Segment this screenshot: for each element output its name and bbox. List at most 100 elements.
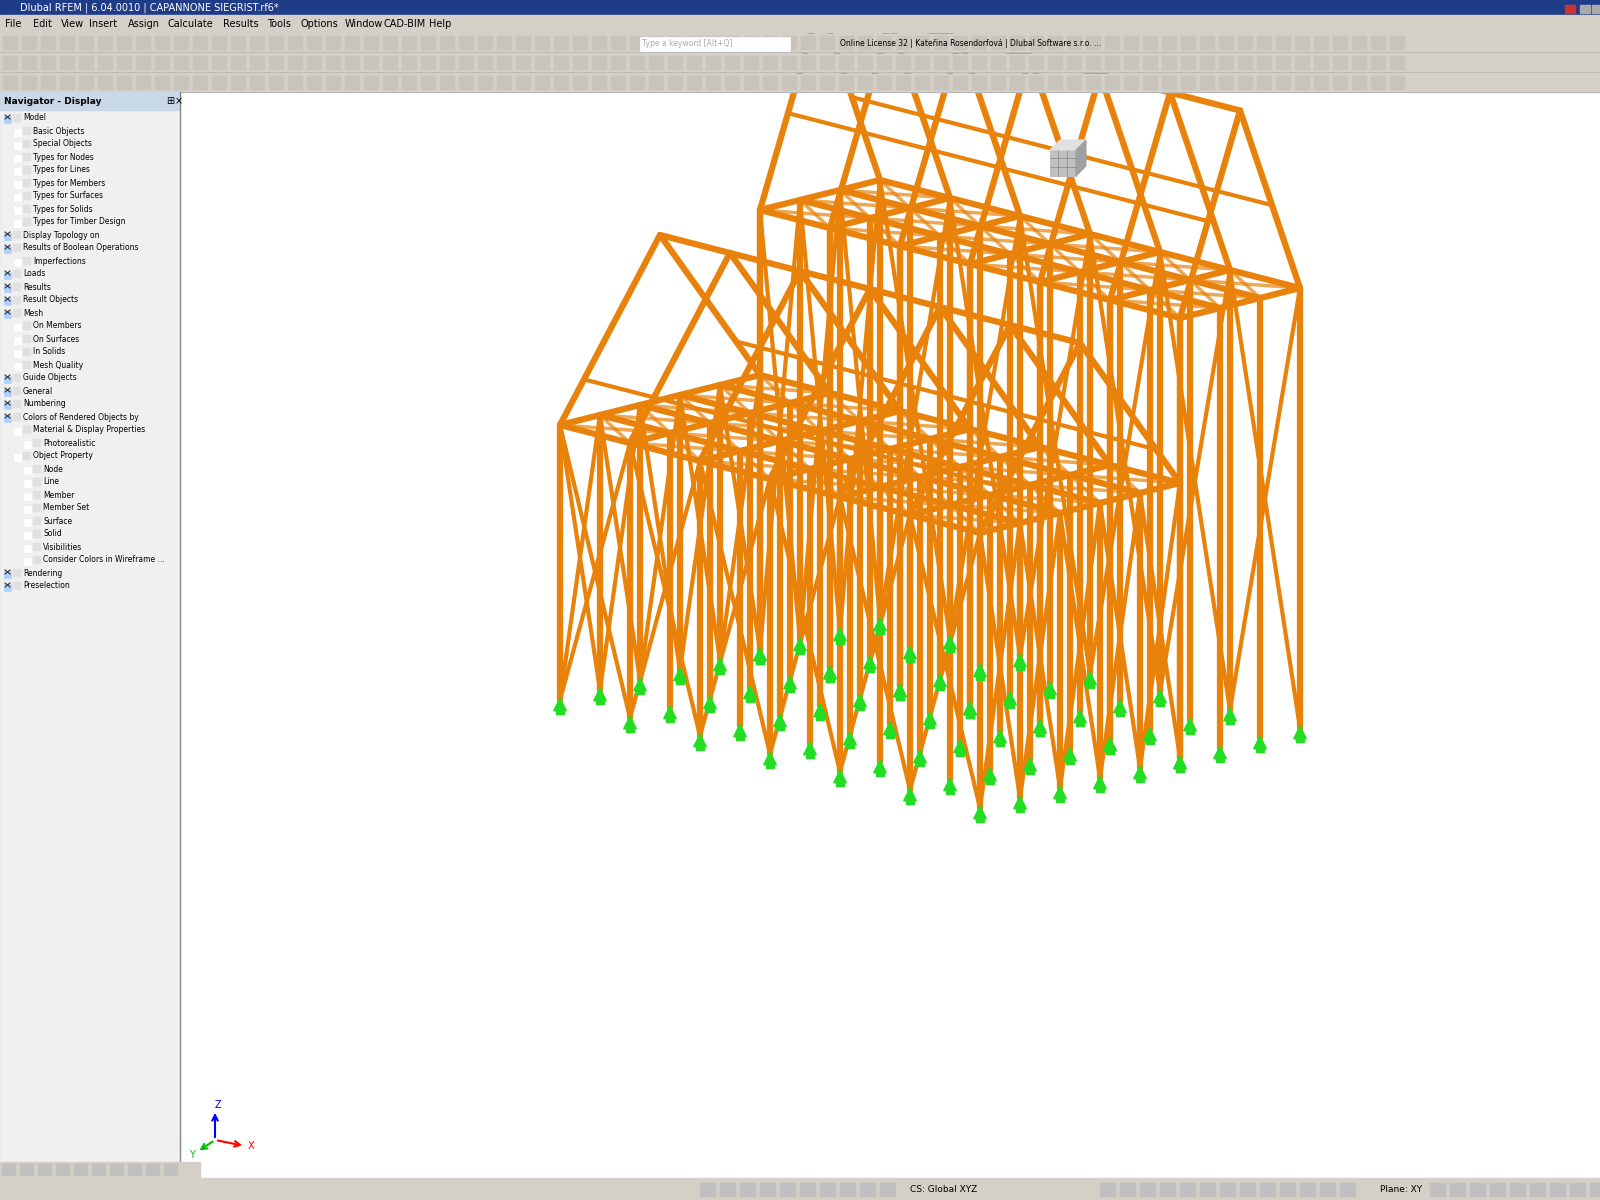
Bar xyxy=(34,504,42,512)
Bar xyxy=(816,716,824,720)
Bar xyxy=(990,36,1006,50)
Bar xyxy=(346,76,360,90)
Bar xyxy=(1294,56,1310,70)
Bar xyxy=(498,36,512,50)
Bar xyxy=(165,1164,178,1176)
Text: Results: Results xyxy=(222,19,258,29)
Bar xyxy=(1162,56,1178,70)
Text: Type a keyword [Alt+Q]: Type a keyword [Alt+Q] xyxy=(642,40,733,48)
Bar xyxy=(24,440,30,448)
Bar xyxy=(98,36,114,50)
Bar xyxy=(13,296,21,304)
Bar xyxy=(1430,1183,1446,1198)
Bar xyxy=(886,734,893,738)
Bar xyxy=(365,56,379,70)
Bar xyxy=(739,1183,757,1198)
Bar xyxy=(760,1183,776,1198)
Bar xyxy=(1037,733,1043,737)
Bar xyxy=(802,76,816,90)
Bar xyxy=(269,76,285,90)
Bar xyxy=(746,698,754,702)
Polygon shape xyxy=(1034,720,1046,733)
Bar xyxy=(1216,758,1224,762)
Bar xyxy=(630,36,645,50)
Bar xyxy=(1016,667,1024,671)
Text: In Solids: In Solids xyxy=(34,348,66,356)
Bar xyxy=(1352,36,1366,50)
Bar xyxy=(757,661,763,665)
Polygon shape xyxy=(714,658,726,671)
Polygon shape xyxy=(1034,720,1046,733)
Polygon shape xyxy=(934,674,946,686)
Bar xyxy=(976,818,984,822)
Bar xyxy=(1219,76,1234,90)
Bar xyxy=(288,56,302,70)
Text: Types for Solids: Types for Solids xyxy=(34,204,93,214)
Bar xyxy=(1371,36,1386,50)
Bar xyxy=(757,661,763,665)
Polygon shape xyxy=(784,676,797,689)
Bar xyxy=(421,36,435,50)
Bar xyxy=(13,569,21,577)
Text: On Surfaces: On Surfaces xyxy=(34,335,80,343)
Bar xyxy=(0,74,1600,92)
Bar xyxy=(1294,76,1310,90)
Bar xyxy=(1157,703,1163,707)
Bar xyxy=(1176,769,1184,773)
Bar xyxy=(14,181,21,188)
Bar xyxy=(3,36,18,50)
Bar xyxy=(1106,76,1120,90)
Bar xyxy=(736,737,744,740)
Bar xyxy=(34,464,42,473)
Bar xyxy=(230,56,246,70)
Bar xyxy=(1277,76,1291,90)
Bar xyxy=(1314,76,1330,90)
Bar xyxy=(1086,76,1101,90)
Bar xyxy=(1123,36,1139,50)
Bar xyxy=(38,1164,51,1176)
Bar xyxy=(650,36,664,50)
Bar xyxy=(826,679,834,683)
Bar xyxy=(717,671,723,674)
Polygon shape xyxy=(923,712,936,725)
Polygon shape xyxy=(1024,758,1037,770)
Bar xyxy=(174,56,189,70)
Bar xyxy=(696,746,704,750)
Bar xyxy=(307,56,322,70)
Polygon shape xyxy=(1114,700,1126,713)
Bar xyxy=(22,361,30,370)
Bar xyxy=(906,659,914,662)
Bar xyxy=(1320,1183,1336,1198)
Bar xyxy=(14,350,21,358)
Bar xyxy=(13,270,21,278)
Text: Types for Members: Types for Members xyxy=(34,179,106,187)
Bar xyxy=(966,715,973,719)
Bar xyxy=(1221,1183,1235,1198)
Bar xyxy=(365,36,379,50)
Text: ⊞: ⊞ xyxy=(166,96,174,106)
Text: Loads: Loads xyxy=(22,270,45,278)
Bar xyxy=(3,116,11,122)
Bar xyxy=(1277,56,1291,70)
Bar xyxy=(706,76,722,90)
Bar xyxy=(498,56,512,70)
Bar xyxy=(592,36,606,50)
Bar xyxy=(1371,76,1386,90)
Bar xyxy=(782,36,797,50)
Bar xyxy=(14,206,21,214)
Bar xyxy=(997,743,1003,746)
Bar xyxy=(382,76,398,90)
Bar xyxy=(1010,36,1026,50)
Bar xyxy=(0,1162,200,1178)
Bar xyxy=(915,56,930,70)
Bar xyxy=(478,76,493,90)
Bar xyxy=(1027,770,1034,774)
Bar xyxy=(326,36,341,50)
Bar xyxy=(421,56,435,70)
Text: Photorealistic: Photorealistic xyxy=(43,438,96,448)
Bar xyxy=(128,1164,142,1176)
Bar xyxy=(146,1164,160,1176)
Text: File: File xyxy=(5,19,21,29)
Bar xyxy=(136,76,150,90)
Polygon shape xyxy=(1014,654,1026,667)
